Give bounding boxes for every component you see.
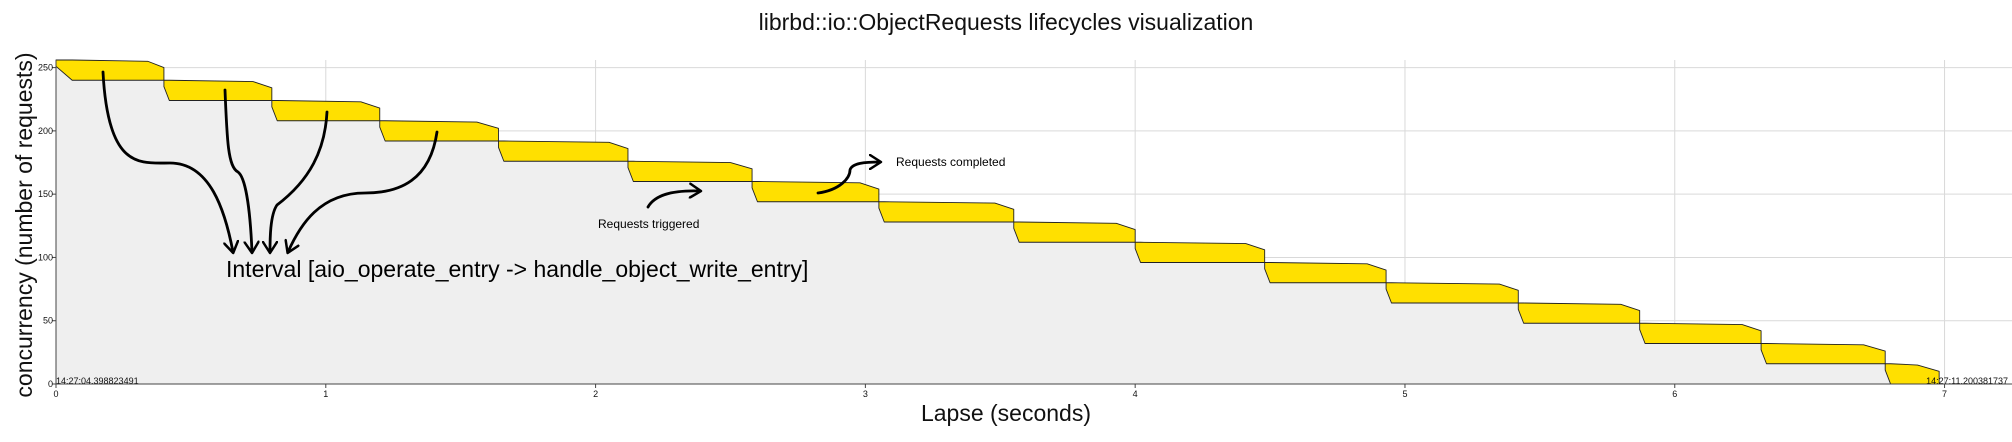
x-tick-label-1: 1 — [323, 389, 328, 399]
x-tick-label-6: 6 — [1672, 389, 1677, 399]
axes: 0 1 2 3 4 5 6 7 0 50 100 150 200 250 — [38, 60, 2012, 399]
annotation-interval: Interval [aio_operate_entry -> handle_ob… — [226, 256, 808, 282]
interval-bands — [55, 59, 1940, 385]
interval-band-11 — [1385, 282, 1519, 304]
x-tick-label-0: 0 — [53, 389, 58, 399]
interval-band-0 — [55, 59, 165, 81]
x-tick-label-4: 4 — [1133, 389, 1138, 399]
interval-band-10 — [1264, 262, 1387, 284]
interval-band-13 — [1639, 322, 1762, 344]
interval-band-9 — [1134, 241, 1266, 263]
interval-band-6 — [751, 181, 880, 203]
interval-band-5 — [627, 160, 753, 182]
annotation-arrows — [101, 70, 880, 252]
x-tick-label-3: 3 — [863, 389, 868, 399]
annotation-arrow-3 — [288, 130, 439, 252]
interval-band-4 — [498, 140, 629, 162]
interval-band-14 — [1760, 343, 1886, 365]
end-timestamp-label: 14:27:11.200381737 — [1926, 376, 2008, 386]
annotation-requests-completed: Requests completed — [896, 155, 1005, 169]
x-tick-label-2: 2 — [593, 389, 598, 399]
y-axis-label: concurrency (number of requests) — [11, 52, 37, 397]
annotation-requests-triggered: Requests triggered — [598, 217, 699, 231]
annotation-arrow-0 — [101, 70, 233, 252]
x-tick-label-5: 5 — [1402, 389, 1407, 399]
interval-band-8 — [1013, 221, 1136, 243]
annotation-arrow-2 — [270, 110, 329, 252]
interval-band-3 — [379, 120, 499, 142]
y-tick-label-4: 200 — [38, 126, 53, 136]
interval-band-12 — [1517, 302, 1641, 324]
x-axis-label: Lapse (seconds) — [921, 400, 1091, 426]
annotation-arrow-1 — [223, 88, 252, 252]
annotation-arrow-5 — [816, 162, 880, 195]
y-tick-label-1: 50 — [43, 316, 53, 326]
x-tick-label-7: 7 — [1942, 389, 1947, 399]
y-tick-label-3: 150 — [38, 189, 53, 199]
chart-title: librbd::io::ObjectRequests lifecycles vi… — [759, 9, 1254, 35]
interval-band-1 — [163, 79, 273, 101]
interval-band-7 — [878, 201, 1015, 223]
start-timestamp-label: 14:27:04.398823491 — [56, 376, 139, 386]
y-tick-label-2: 100 — [38, 252, 53, 262]
y-tick-label-5: 250 — [38, 63, 53, 73]
y-tick-label-0: 0 — [48, 379, 53, 389]
annotation-arrow-4 — [646, 191, 700, 209]
background-area — [56, 66, 1940, 384]
background-area-fill — [56, 66, 1940, 384]
